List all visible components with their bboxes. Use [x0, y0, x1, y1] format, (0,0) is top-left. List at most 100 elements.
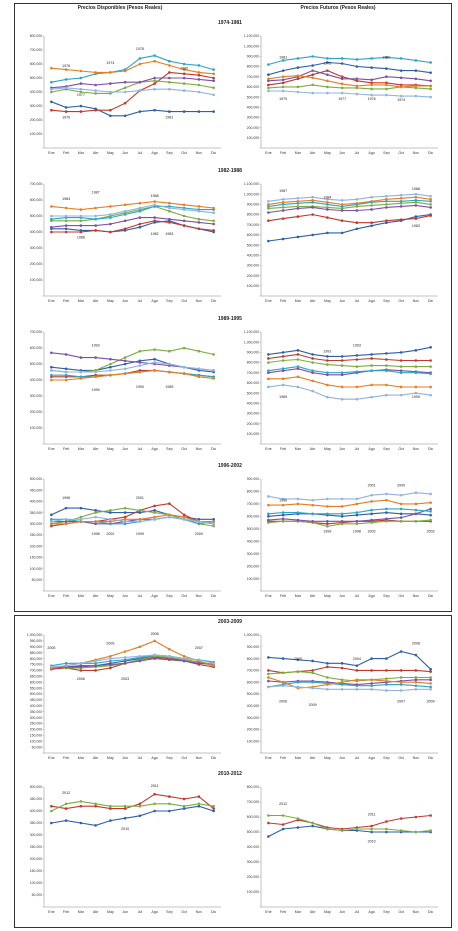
series-5-point	[414, 680, 418, 684]
series-4-point	[429, 61, 432, 64]
series-6-point	[153, 653, 156, 657]
series-6-point	[340, 687, 344, 691]
series-line-2	[51, 655, 214, 669]
series-2-point	[64, 219, 68, 223]
series-5-point	[429, 682, 432, 685]
series-2-point	[296, 670, 300, 673]
series-0-point	[399, 650, 403, 653]
series-3-point	[429, 206, 432, 209]
series-4-point	[326, 371, 329, 375]
x-tick-label: Abr	[93, 594, 99, 598]
year-annotation: 2011	[151, 784, 159, 788]
series-6-point	[399, 689, 403, 692]
series-2-point	[138, 509, 142, 512]
x-tick-label: Ago	[151, 151, 157, 155]
series-3-point	[267, 679, 270, 683]
series-line-5	[51, 201, 214, 211]
series-0-point	[64, 106, 68, 109]
series-line-1	[268, 353, 431, 362]
series-1-point	[64, 807, 68, 810]
series-6-point	[94, 89, 97, 92]
series-2-point	[267, 672, 270, 676]
series-6-point	[399, 193, 403, 197]
series-6-point	[281, 383, 285, 387]
y-tick-label: 1,000,000	[244, 633, 259, 637]
series-6-point	[168, 206, 171, 210]
x-tick-label: Feb	[63, 594, 69, 598]
series-6-point	[212, 93, 215, 97]
series-6-point	[414, 687, 418, 691]
y-tick-label: 800,000	[247, 785, 259, 789]
series-1-point	[429, 359, 432, 362]
series-4-point	[399, 57, 403, 60]
series-5-point	[340, 203, 344, 206]
series-3-point	[123, 359, 127, 363]
series-line-1	[268, 519, 431, 525]
series-5-point	[64, 206, 68, 210]
series-6-point	[182, 657, 186, 660]
series-5-point	[311, 503, 314, 507]
y-tick-label: 100,000	[247, 136, 259, 140]
series-5-point	[267, 377, 270, 381]
series-2-point	[429, 676, 432, 679]
series-5-point	[267, 676, 270, 679]
series-5-point	[355, 385, 359, 389]
series-1-point	[429, 814, 432, 817]
series-3-point	[296, 367, 300, 370]
series-0-point	[311, 233, 314, 237]
y-tick-label: 500,000	[247, 391, 259, 395]
x-tick-label: Sep	[383, 594, 389, 598]
series-line-3	[268, 679, 431, 686]
series-3-point	[370, 208, 373, 211]
series-3-point	[267, 518, 270, 522]
year-annotation: 1988	[412, 187, 420, 191]
series-4-point	[429, 510, 432, 513]
series-1-point	[414, 359, 418, 362]
y-tick-label: 500,000	[30, 214, 42, 218]
year-annotation: 2006	[279, 699, 287, 703]
series-5-point	[340, 505, 344, 508]
series-1-point	[123, 227, 127, 231]
x-tick-label: Jun	[339, 151, 345, 155]
x-tick-label: Oct	[181, 756, 187, 760]
series-2-point	[64, 802, 68, 806]
series-4-point	[109, 522, 112, 526]
y-tick-label: 500,000	[247, 527, 259, 531]
series-2-point	[197, 217, 201, 221]
year-annotation: 1983	[165, 232, 173, 236]
series-0-point	[153, 509, 156, 512]
series-2-point	[182, 82, 186, 85]
y-tick-label: 900,000	[247, 55, 259, 59]
series-0-point	[311, 353, 314, 356]
x-tick-label: Mar	[295, 151, 302, 155]
series-0-point	[399, 69, 403, 72]
x-tick-label: Ago	[151, 299, 157, 303]
series-6-point	[138, 364, 142, 367]
series-2-point	[326, 363, 329, 366]
series-6-point	[414, 192, 418, 196]
series-5-point	[414, 84, 418, 88]
series-line-6	[268, 90, 431, 98]
y-tick-label: 200,000	[30, 544, 42, 548]
series-1-point	[212, 807, 215, 810]
year-annotation: 1996	[279, 498, 287, 502]
x-tick-label: Ene	[265, 151, 271, 155]
series-2-point	[267, 521, 270, 524]
x-tick-label: Nov	[196, 910, 203, 914]
series-1-point	[267, 83, 270, 87]
series-4-point	[414, 371, 418, 375]
series-3-point	[281, 517, 285, 521]
y-tick-label: 900,000	[247, 477, 259, 481]
series-1-point	[50, 108, 53, 112]
y-tick-label: 1,000,000	[244, 44, 259, 48]
series-0-point	[296, 66, 300, 69]
series-6-point	[64, 664, 68, 667]
series-4-point	[64, 373, 68, 377]
series-0-point	[153, 809, 156, 813]
series-6-point	[281, 89, 285, 93]
x-tick-label: Oct	[398, 447, 404, 451]
x-tick-label: Jul	[355, 151, 360, 155]
series-6-point	[50, 369, 53, 372]
series-3-point	[197, 221, 201, 224]
series-line-5	[268, 75, 431, 88]
